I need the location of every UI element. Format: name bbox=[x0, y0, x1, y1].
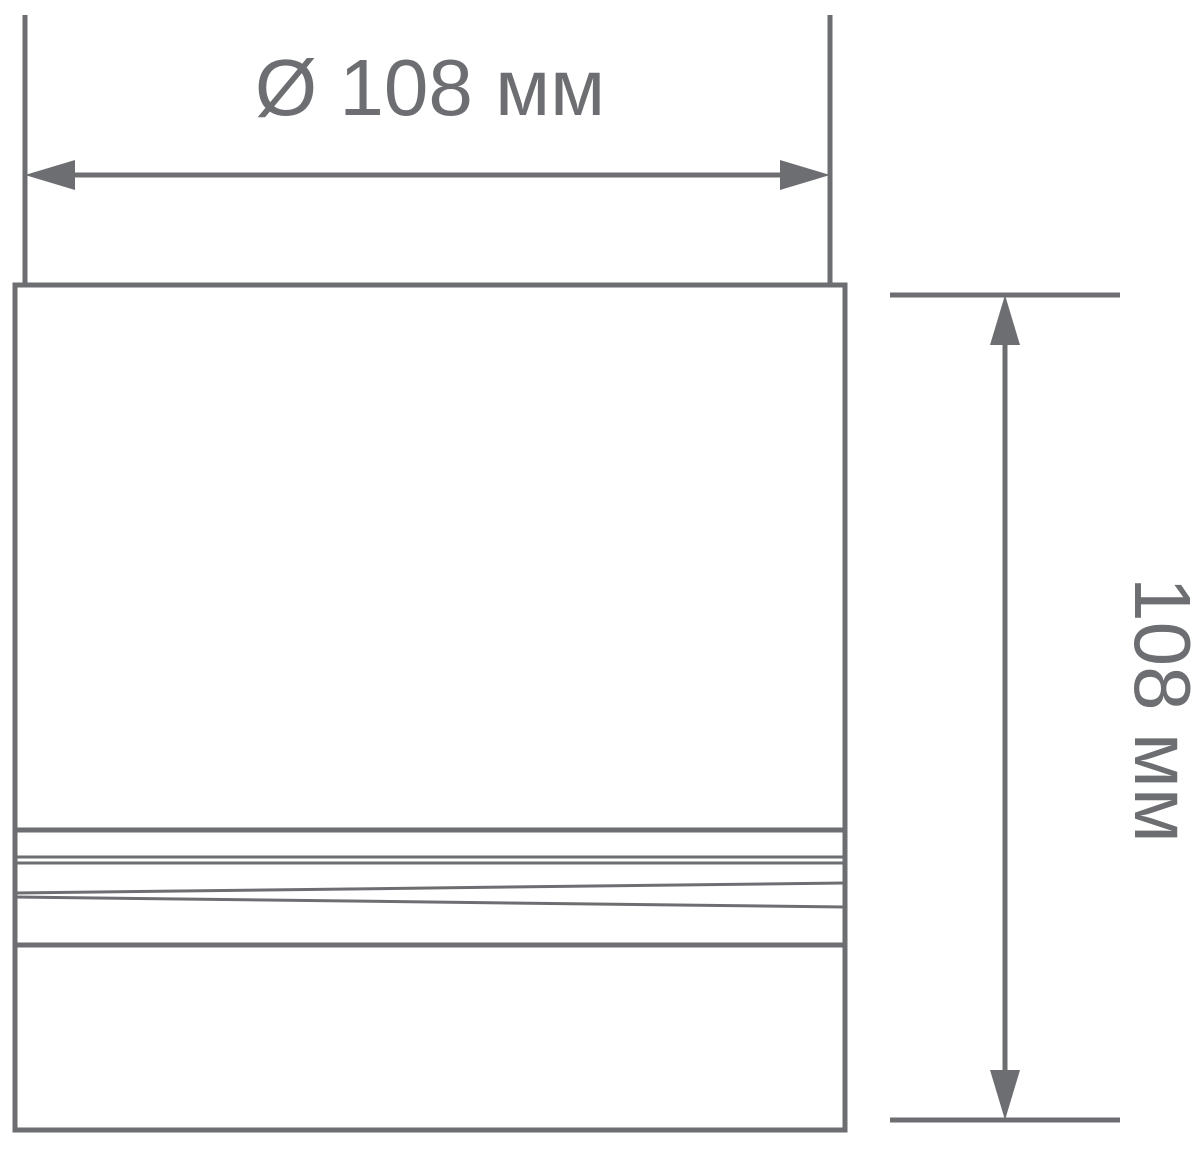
width-dimension-label: Ø 108 мм bbox=[255, 43, 605, 132]
height-dimension-label: 108 мм bbox=[1118, 577, 1200, 843]
dimension-diagram: Ø 108 мм 108 мм bbox=[0, 0, 1200, 1158]
product-outline bbox=[15, 285, 845, 1130]
